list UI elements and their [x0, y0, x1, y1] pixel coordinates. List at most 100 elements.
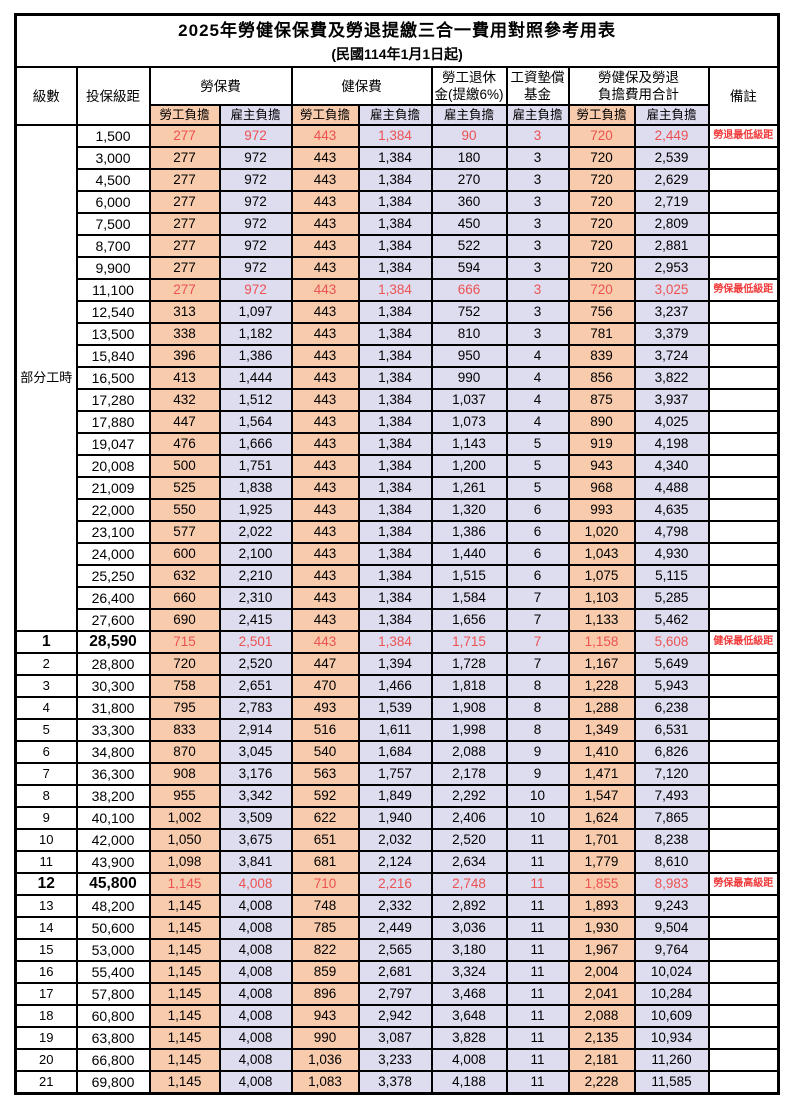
col-header-pension: 勞工退休 金(提繳6%) — [430, 66, 508, 106]
table-row: 22,000 550 1,925 443 1,384 1,320 6 993 4,635 — [16, 498, 780, 522]
table-row: 4,500 277 972 443 1,384 270 3 720 2,629 — [16, 168, 780, 192]
pension-employer-cell: 1,998 — [430, 718, 508, 742]
health-employee-cell: 443 — [290, 410, 360, 434]
table-row: 部分工時 1,500 277 972 443 1,384 90 3 720 2,449 勞退最低級距 — [14, 124, 780, 632]
total-employee-cell: 720 — [567, 278, 636, 302]
table-row: 9,900 277 972 443 1,384 594 3 720 2,953 — [16, 256, 780, 280]
pension-employer-cell: 2,520 — [430, 828, 508, 852]
labor-employer-cell: 4,008 — [218, 982, 293, 1006]
remark-cell — [707, 762, 780, 786]
labor-employee-cell: 1,145 — [148, 938, 221, 962]
bracket-cell: 13,500 — [75, 322, 151, 346]
table-row: 26,400 660 2,310 443 1,384 1,584 7 1,103 5,285 — [16, 586, 780, 610]
bracket-cell: 45,800 — [75, 872, 151, 896]
bracket-cell: 22,000 — [75, 498, 151, 522]
pension-employer-cell: 1,440 — [430, 542, 508, 566]
labor-employer-cell: 2,914 — [218, 718, 293, 742]
health-employer-cell: 2,032 — [357, 828, 433, 852]
wage-fund-employer-cell: 8 — [505, 674, 570, 698]
total-employer-cell: 4,635 — [633, 498, 710, 522]
wage-fund-employer-cell: 11 — [505, 872, 570, 896]
total-employer-cell: 4,198 — [633, 432, 710, 456]
pension-employer-cell: 1,261 — [430, 476, 508, 500]
level-cell: 15 — [14, 938, 78, 962]
labor-employer-cell: 4,008 — [218, 916, 293, 940]
table-row: 1 28,590 715 2,501 443 1,384 1,715 7 1,158 5,608 健… — [14, 630, 780, 654]
labor-employee-cell: 795 — [148, 696, 221, 720]
labor-employer-cell: 972 — [218, 256, 293, 280]
labor-employee-cell: 525 — [148, 476, 221, 500]
bracket-cell: 16,500 — [75, 366, 151, 390]
wage-fund-employer-cell: 3 — [505, 146, 570, 170]
pension-employer-cell: 1,728 — [430, 652, 508, 676]
health-employee-cell: 1,036 — [290, 1048, 360, 1072]
level-cell: 5 — [14, 718, 78, 742]
labor-employee-cell: 720 — [148, 652, 221, 676]
labor-employer-cell: 972 — [218, 234, 293, 258]
wage-fund-employer-cell: 3 — [505, 212, 570, 236]
bracket-cell: 43,900 — [75, 850, 151, 874]
total-employee-cell: 756 — [567, 300, 636, 324]
level-cell: 11 — [14, 850, 78, 874]
bracket-cell: 28,800 — [75, 652, 151, 676]
pension-employer-cell: 3,036 — [430, 916, 508, 940]
labor-employer-cell: 4,008 — [218, 938, 293, 962]
total-employee-cell: 720 — [567, 190, 636, 214]
health-employer-cell: 1,384 — [357, 608, 433, 632]
pension-employer-cell: 1,200 — [430, 454, 508, 478]
health-employer-cell: 1,940 — [357, 806, 433, 830]
pension-employer-cell: 2,892 — [430, 894, 508, 918]
health-employee-cell: 622 — [290, 806, 360, 830]
labor-employer-cell: 2,651 — [218, 674, 293, 698]
level-cell: 12 — [14, 872, 78, 896]
labor-employee-cell: 1,002 — [148, 806, 221, 830]
pension-employer-cell: 270 — [430, 168, 508, 192]
wage-fund-employer-cell: 9 — [505, 740, 570, 764]
total-employee-cell: 1,349 — [567, 718, 636, 742]
labor-employee-cell: 715 — [148, 630, 221, 654]
health-employer-cell: 1,849 — [357, 784, 433, 808]
pension-employer-cell: 2,292 — [430, 784, 508, 808]
labor-employer-cell: 2,100 — [218, 542, 293, 566]
page-subtitle: (民國114年1月1日起) — [331, 46, 463, 62]
bracket-cell: 50,600 — [75, 916, 151, 940]
col-header-wage-fund: 工資墊償 基金 — [505, 66, 570, 106]
total-employee-cell: 2,135 — [567, 1026, 636, 1050]
remark-cell: 勞退最低級距 — [707, 124, 780, 148]
labor-employer-cell: 2,310 — [218, 586, 293, 610]
pension-employer-cell: 1,073 — [430, 410, 508, 434]
health-employee-cell: 1,083 — [290, 1070, 360, 1095]
health-employer-cell: 1,384 — [357, 234, 433, 258]
total-employee-cell: 1,410 — [567, 740, 636, 764]
health-employer-cell: 1,384 — [357, 146, 433, 170]
labor-employee-cell: 758 — [148, 674, 221, 698]
total-employer-cell: 5,285 — [633, 586, 710, 610]
labor-employee-cell: 1,145 — [148, 1004, 221, 1028]
table-row: 12 45,800 1,145 4,008 710 2,216 2,748 11 1,855 8,… — [14, 872, 780, 896]
labor-employee-cell: 396 — [148, 344, 221, 368]
labor-employer-cell: 1,564 — [218, 410, 293, 434]
pension-employer-cell: 3,828 — [430, 1026, 508, 1050]
labor-employer-cell: 2,022 — [218, 520, 293, 544]
wage-fund-employer-cell: 5 — [505, 432, 570, 456]
labor-employee-cell: 1,145 — [148, 916, 221, 940]
remark-cell — [707, 696, 780, 720]
table-row: 3,000 277 972 443 1,384 180 3 720 2,539 — [16, 146, 780, 170]
remark-cell — [707, 916, 780, 940]
remark-cell — [707, 410, 780, 434]
bracket-cell: 4,500 — [75, 168, 151, 192]
bracket-cell: 8,700 — [75, 234, 151, 258]
bracket-cell: 36,300 — [75, 762, 151, 786]
labor-employee-cell: 277 — [148, 256, 221, 280]
health-employer-cell: 1,384 — [357, 564, 433, 588]
pension-employer-cell: 2,634 — [430, 850, 508, 874]
wage-fund-employer-cell: 9 — [505, 762, 570, 786]
total-employee-cell: 1,228 — [567, 674, 636, 698]
total-employer-cell: 10,609 — [633, 1004, 710, 1028]
health-employee-cell: 443 — [290, 256, 360, 280]
wage-fund-employer-cell: 3 — [505, 256, 570, 280]
labor-employee-cell: 550 — [148, 498, 221, 522]
wage-fund-employer-cell: 5 — [505, 476, 570, 500]
total-employee-cell: 993 — [567, 498, 636, 522]
health-employer-cell: 2,681 — [357, 960, 433, 984]
